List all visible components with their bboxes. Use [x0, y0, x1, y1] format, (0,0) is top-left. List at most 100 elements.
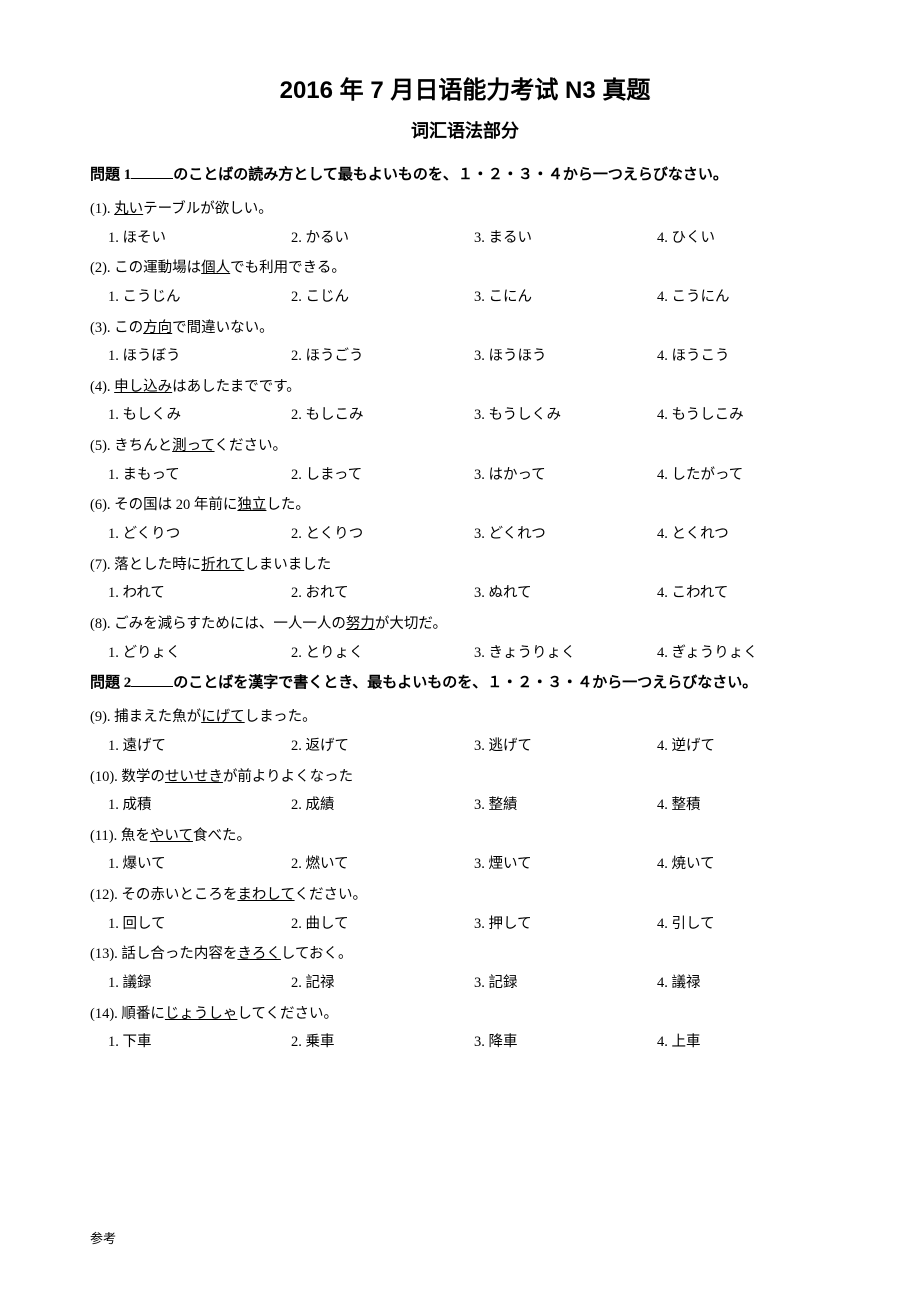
question-stem: (1). 丸いテーブルが欲しい。	[90, 197, 840, 222]
question-post: してください。	[237, 1006, 338, 1022]
question-stem: (2). この運動場は個人でも利用できる。	[90, 256, 840, 281]
option: 4. ほうこう	[657, 344, 840, 369]
option: 3. まるい	[474, 226, 657, 251]
option: 2. しまって	[291, 463, 474, 488]
option: 1. ほうぼう	[108, 344, 291, 369]
question-number: (12).	[90, 887, 121, 903]
question-underlined: きろく	[237, 946, 281, 962]
option: 4. とくれつ	[657, 522, 840, 547]
question-post: テーブルが欲しい。	[143, 201, 273, 217]
question-post: はあしたまでです。	[172, 379, 301, 395]
section-1-pre: 問題 1	[90, 167, 131, 183]
question-stem: (3). この方向で間違いない。	[90, 316, 840, 341]
options-row: 1. こうじん2. こじん3. こにん4. こうにん	[90, 285, 840, 310]
option: 2. おれて	[291, 581, 474, 606]
question-stem: (6). その国は 20 年前に独立した。	[90, 493, 840, 518]
blank-line	[131, 686, 173, 687]
question-stem: (8). ごみを減らすためには、一人一人の努力が大切だ。	[90, 612, 840, 637]
question: (9). 捕まえた魚がにげてしまった。1. 遠げて2. 返げて3. 逃げて4. …	[90, 705, 840, 758]
question-pre: きちんと	[114, 438, 172, 454]
option: 1. 下車	[108, 1030, 291, 1055]
option: 3. 降車	[474, 1030, 657, 1055]
question-pre: この	[114, 320, 143, 336]
section-1-head: 問題 1のことばの読み方として最もよいものを、１・２・３・４から一つえらびなさい…	[90, 163, 840, 187]
doc-subtitle: 词汇语法部分	[90, 117, 840, 143]
option: 1. ほそい	[108, 226, 291, 251]
question: (13). 話し合った内容をきろくしておく。1. 議録2. 記禄3. 記録4. …	[90, 942, 840, 995]
question-underlined: 努力	[346, 616, 375, 632]
question-pre: 数学の	[121, 769, 165, 785]
question: (10). 数学のせいせきが前よりよくなった1. 成積2. 成績3. 整績4. …	[90, 765, 840, 818]
options-row: 1. 爆いて2. 燃いて3. 煙いて4. 焼いて	[90, 852, 840, 877]
question: (3). この方向で間違いない。 1. ほうぼう2. ほうごう3. ほうほう4. …	[90, 316, 840, 369]
option: 4. 整積	[657, 793, 840, 818]
question-stem: (11). 魚をやいて食べた。	[90, 824, 840, 849]
option: 3. 煙いて	[474, 852, 657, 877]
question-number: (14).	[90, 1006, 121, 1022]
question-pre: 捕まえた魚が	[114, 709, 201, 725]
question-number: (11).	[90, 828, 121, 844]
option: 4. 逆げて	[657, 734, 840, 759]
option: 2. 記禄	[291, 971, 474, 996]
option: 3. どくれつ	[474, 522, 657, 547]
question: (14). 順番にじょうしゃしてください。 1. 下車2. 乗車3. 降車4. 上…	[90, 1002, 840, 1055]
question: (2). この運動場は個人でも利用できる。 1. こうじん2. こじん3. こにん…	[90, 256, 840, 309]
option: 2. 燃いて	[291, 852, 474, 877]
question-underlined: 申し込み	[114, 379, 172, 395]
option: 4. もうしこみ	[657, 403, 840, 428]
options-row: 1. まもって2. しまって3. はかって4. したがって	[90, 463, 840, 488]
option: 1. どりょく	[108, 641, 291, 666]
option: 1. 爆いて	[108, 852, 291, 877]
option: 3. きょうりょく	[474, 641, 657, 666]
options-row: 1. ほそい2. かるい3. まるい4. ひくい	[90, 226, 840, 251]
option: 1. もしくみ	[108, 403, 291, 428]
options-row: 1. われて2. おれて3. ぬれて4. こわれて	[90, 581, 840, 606]
question-number: (7).	[90, 557, 114, 573]
option: 2. 返げて	[291, 734, 474, 759]
question-underlined: 個人	[201, 260, 230, 276]
question: (12). その赤いところをまわしてください。 1. 回して2. 曲して3. 押し…	[90, 883, 840, 936]
option: 2. 乗車	[291, 1030, 474, 1055]
options-row: 1. 成積2. 成績3. 整績4. 整積	[90, 793, 840, 818]
question-number: (3).	[90, 320, 114, 336]
question-pre: この運動場は	[114, 260, 201, 276]
option: 1. こうじん	[108, 285, 291, 310]
option: 3. 整績	[474, 793, 657, 818]
question-pre: その国は 20 年前に	[114, 497, 237, 513]
question-stem: (9). 捕まえた魚がにげてしまった。	[90, 705, 840, 730]
blank-line	[131, 178, 173, 179]
question: (8). ごみを減らすためには、一人一人の努力が大切だ。 1. どりょく2. とり…	[90, 612, 840, 665]
question-stem: (13). 話し合った内容をきろくしておく。	[90, 942, 840, 967]
question-number: (4).	[90, 379, 114, 395]
question-post: しまった。	[245, 709, 317, 725]
question-underlined: 独立	[237, 497, 266, 513]
question: (4). 申し込みはあしたまでです。1. もしくみ2. もしこみ3. もうしくみ…	[90, 375, 840, 428]
options-row: 1. 回して2. 曲して3. 押して4. 引して	[90, 912, 840, 937]
question: (1). 丸いテーブルが欲しい。 1. ほそい2. かるい3. まるい4. ひくい	[90, 197, 840, 250]
option: 3. ぬれて	[474, 581, 657, 606]
question: (5). きちんと測ってください。1. まもって2. しまって3. はかって4.…	[90, 434, 840, 487]
question-number: (13).	[90, 946, 121, 962]
option: 4. ひくい	[657, 226, 840, 251]
option: 2. もしこみ	[291, 403, 474, 428]
question-post: しておく。	[281, 946, 353, 962]
question-stem: (14). 順番にじょうしゃしてください。	[90, 1002, 840, 1027]
question-number: (9).	[90, 709, 114, 725]
question-stem: (7). 落とした時に折れてしまいました	[90, 553, 840, 578]
question-pre: その赤いところを	[121, 887, 237, 903]
question-underlined: 測って	[172, 438, 214, 454]
question-post: で間違いない。	[172, 320, 274, 336]
question-underlined: まわして	[237, 887, 294, 903]
section-2-head: 問題 2のことばを漢字で書くとき、最もよいものを、１・２・３・４から一つえらびな…	[90, 671, 840, 695]
options-row: 1. ほうぼう2. ほうごう3. ほうほう4. ほうこう	[90, 344, 840, 369]
option: 3. こにん	[474, 285, 657, 310]
question-stem: (12). その赤いところをまわしてください。	[90, 883, 840, 908]
question-underlined: 丸い	[114, 201, 143, 217]
option: 3. はかって	[474, 463, 657, 488]
option: 4. 上車	[657, 1030, 840, 1055]
question-post: でも利用できる。	[230, 260, 346, 276]
options-row: 1. どりょく2. とりょく3. きょうりょく4. ぎょうりょく	[90, 641, 840, 666]
option: 2. とりょく	[291, 641, 474, 666]
option: 2. 成績	[291, 793, 474, 818]
question-post: ください。	[295, 887, 368, 903]
